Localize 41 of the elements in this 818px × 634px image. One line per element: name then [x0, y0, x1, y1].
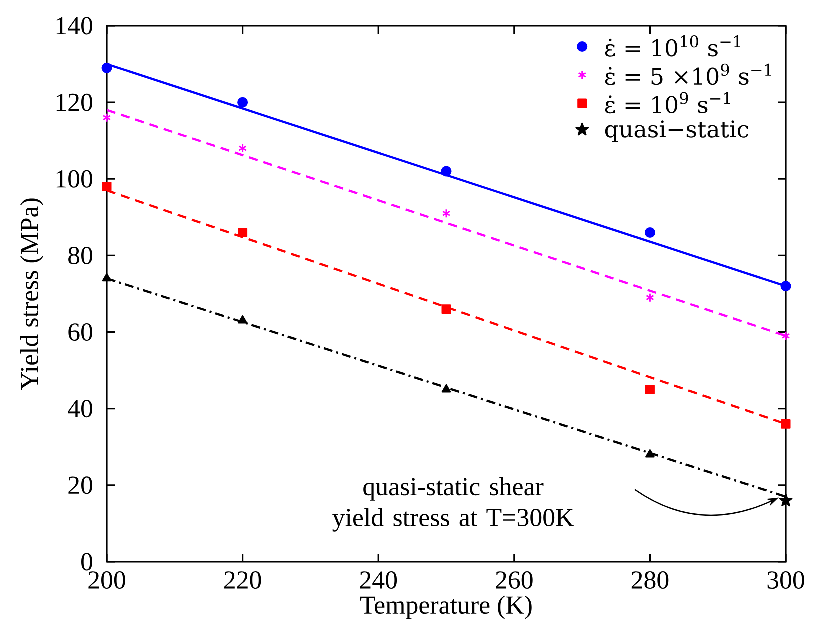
legend-label: ε̇ = 10$^{10}$ s$^{−1}$ [605, 36, 740, 57]
point [238, 316, 248, 324]
y-tick-label: 20 [68, 476, 92, 494]
point [781, 419, 791, 429]
x-axis-title: Temperature (K) [360, 596, 532, 620]
x-tick-label: 280 [632, 572, 669, 589]
y-tick-label: 100 [56, 170, 92, 188]
point [102, 273, 112, 282]
y-tick-label: 80 [68, 246, 92, 264]
legend-label: quasi−static [605, 120, 749, 142]
point [779, 494, 793, 507]
x-tick-label: 260 [496, 572, 533, 589]
y-tick-label: 0 [82, 553, 92, 571]
x-tick-label: 300 [768, 572, 804, 589]
point [441, 166, 452, 177]
point [644, 227, 656, 238]
point [102, 62, 112, 74]
x-tick-label: 220 [224, 572, 262, 589]
y-tick-label: 140 [56, 17, 92, 35]
point [782, 331, 790, 341]
y-tick-label: 40 [68, 400, 92, 418]
point [780, 281, 792, 292]
y-axis-title: Yield stress (MPa) [20, 198, 44, 390]
x-tick-label: 240 [360, 572, 398, 589]
point [646, 450, 655, 458]
point [442, 304, 452, 314]
y-tick-label: 60 [68, 324, 92, 342]
point [645, 384, 655, 394]
x-tick-label: 200 [88, 572, 126, 589]
point [442, 208, 451, 218]
point [238, 97, 248, 108]
point [102, 113, 112, 123]
point [102, 182, 112, 192]
point [646, 293, 654, 303]
y-tick-label: 120 [56, 94, 92, 112]
point [238, 228, 248, 238]
legend-label: ε̇ = 10$^{9}$ s$^{−1}$ [605, 92, 730, 114]
point [238, 144, 248, 154]
annotation: quasi-static shear yield stress at T=300K [332, 477, 574, 532]
point [442, 384, 452, 393]
legend-label: ε̇ = 5 ×10$^{9}$ s$^{−1}$ [605, 64, 772, 86]
